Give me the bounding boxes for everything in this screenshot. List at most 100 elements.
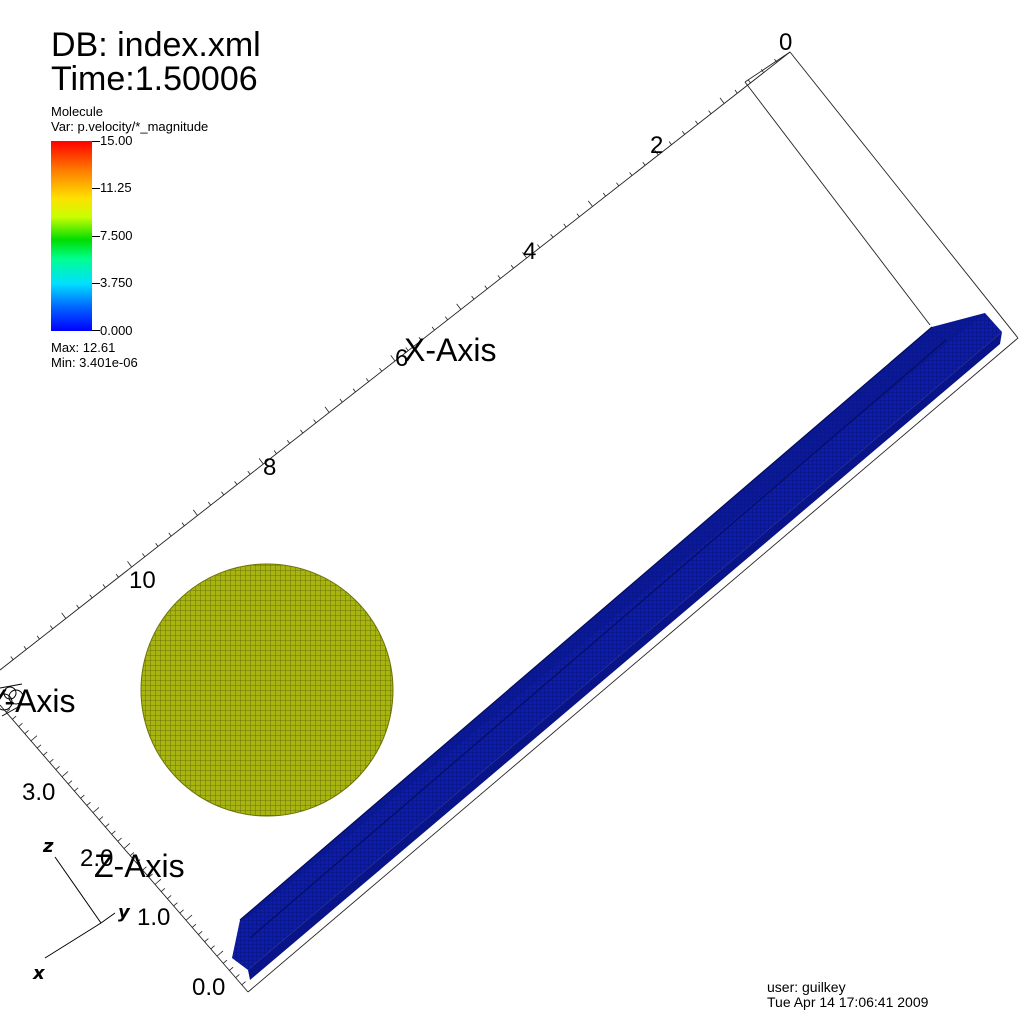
x-axis-tick [77, 605, 79, 608]
x-axis-tick [103, 584, 105, 587]
color-bar-label: 0.000 [100, 324, 133, 338]
z-tick-label: 2.0 [80, 845, 113, 872]
x-tick-label: 10 [129, 567, 156, 594]
legend-max: Max: 12.61 [51, 341, 115, 355]
color-bar-tick [92, 330, 100, 331]
x-axis-tick [156, 543, 158, 546]
z-axis-tick [105, 824, 109, 827]
x-axis-tick [221, 492, 223, 495]
x-axis-tick [314, 420, 316, 423]
user-label: user: guilkey [767, 979, 846, 995]
x-axis-tick [248, 471, 250, 474]
color-bar-tick [92, 188, 100, 189]
x-axis-tick [603, 193, 605, 196]
z-axis-tick [186, 915, 192, 920]
x-axis-tick [588, 201, 592, 207]
color-bar-tick [92, 236, 100, 237]
z-axis-tick [167, 895, 171, 898]
x-tick-label: 2 [650, 132, 663, 159]
x-axis-tick [37, 636, 39, 639]
z-axis-tick [19, 723, 23, 726]
color-bar-label: 11.25 [100, 181, 132, 195]
z-axis-tick [56, 766, 60, 769]
z-axis-tick [174, 903, 178, 906]
timestamp-label: Tue Apr 14 17:06:41 2009 [767, 994, 928, 1010]
x-axis-tick [577, 214, 579, 217]
z-axis-tick [223, 960, 227, 963]
x-axis-tick [551, 234, 553, 237]
x-axis-tick [630, 172, 632, 175]
z-axis-tick [43, 752, 47, 755]
z-axis-tick [205, 939, 209, 942]
sphere [141, 564, 393, 816]
z-axis-tick [192, 924, 196, 927]
x-axis-tick [537, 245, 539, 248]
x-tick-label: 8 [263, 454, 276, 481]
z-tick-label: 3.0 [22, 779, 55, 806]
z-axis-tick [180, 910, 184, 913]
z-axis-tick [99, 817, 103, 820]
x-axis-tick [340, 399, 342, 402]
z-axis-tick [37, 745, 41, 748]
z-axis-tick [68, 781, 72, 784]
x-axis-tick [432, 327, 434, 330]
z-axis-tick [161, 888, 165, 891]
legend-min: Min: 3.401e-06 [51, 356, 138, 370]
x-axis-tick [208, 502, 210, 505]
z-axis-tick [31, 736, 37, 741]
z-axis-tick [74, 788, 78, 791]
x-axis-tick [735, 90, 737, 93]
x-axis-tick [182, 523, 184, 526]
x-axis-tick [90, 595, 92, 598]
triad-y-label: y [118, 902, 131, 923]
x-axis-tick [169, 533, 171, 536]
x-axis-tick [720, 98, 724, 104]
z-axis-tick [211, 946, 215, 949]
x-axis-tick [511, 265, 513, 268]
triad-x-label: x [32, 963, 46, 984]
z-axis-tick [118, 838, 122, 841]
x-axis-tick [142, 554, 144, 557]
x-axis-tick [485, 286, 487, 289]
z-axis-tick [25, 730, 29, 733]
z-axis-tick [87, 802, 91, 805]
x-axis-tick [353, 389, 355, 392]
x-axis-tick [287, 440, 289, 443]
z-tick-label: 0.0 [192, 974, 225, 1001]
z-axis-tick [62, 772, 68, 777]
legend-variable: Var: p.velocity/*_magnitude [51, 120, 208, 134]
x-axis-tick [498, 275, 500, 278]
color-bar-tick [92, 141, 100, 142]
x-axis-tick [748, 80, 750, 83]
x-axis-tick [24, 646, 26, 649]
color-bar-label: 7.500 [100, 229, 133, 243]
z-axis-tick [93, 807, 99, 812]
time-title: Time:1.50006 [51, 62, 258, 96]
x-axis-tick [472, 296, 474, 299]
z-axis-tick [50, 759, 54, 762]
color-bar-tick [92, 283, 100, 284]
x-axis-title: X-Axis [404, 332, 496, 368]
color-bar [51, 141, 92, 331]
y-axis-title: Y-Axis [0, 683, 76, 719]
x-axis-tick [564, 224, 566, 227]
x-axis-tick [116, 574, 118, 577]
z-axis-tick [81, 795, 85, 798]
z-axis-tick [112, 831, 116, 834]
x-axis-tick [643, 162, 645, 165]
x-axis-tick [325, 407, 329, 413]
z-axis-tick [229, 967, 233, 970]
x-axis-tick [616, 183, 618, 186]
x-axis-tick [709, 111, 711, 114]
x-axis-tick [50, 626, 52, 629]
x-axis-tick [682, 131, 684, 134]
color-bar-label: 15.00 [100, 134, 133, 148]
z-axis-tick [217, 951, 223, 956]
color-bar-label: 3.750 [100, 276, 133, 290]
triad-z-label: z [42, 836, 54, 857]
x-axis-tick [379, 368, 381, 371]
legend-plot-name: Molecule [51, 105, 103, 119]
x-axis-tick [445, 317, 447, 320]
z-axis-tick [198, 931, 202, 934]
x-axis-tick [11, 657, 13, 660]
